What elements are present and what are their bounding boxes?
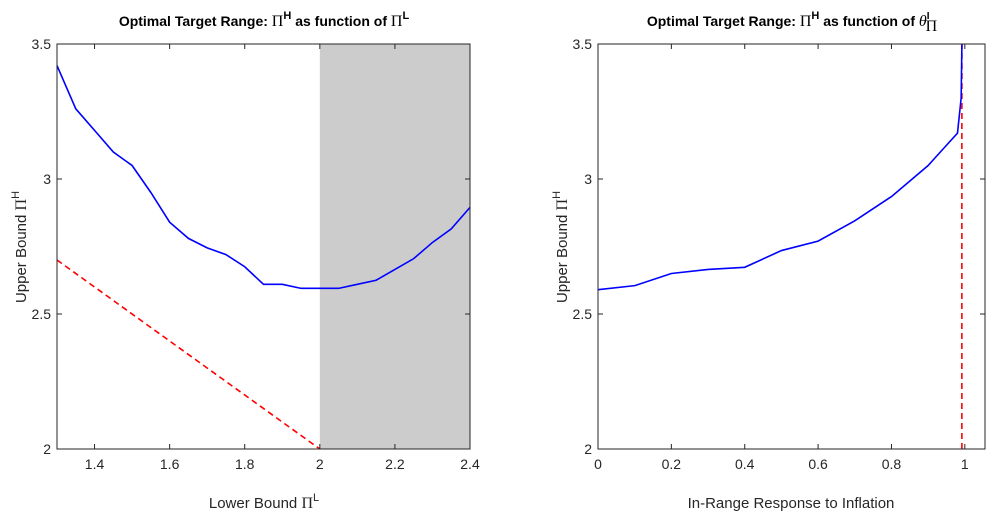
label-part: Upper Bound	[13, 210, 30, 303]
title-part: L	[402, 10, 409, 22]
x-tick-label: 2	[316, 456, 324, 472]
title-part: Π	[272, 13, 284, 30]
title-part: Optimal Target Range:	[647, 13, 800, 29]
title-part: as function of	[819, 13, 919, 29]
y-tick-label: 2	[584, 441, 592, 457]
label-part: H	[551, 191, 563, 199]
label-part: Lower Bound	[209, 495, 302, 512]
title-part: as function of	[291, 13, 391, 29]
x-tick-label: 2.4	[460, 456, 480, 472]
x-tick-label: 1.4	[85, 456, 105, 472]
data-line	[597, 43, 963, 291]
x-axis-label: Lower Bound ΠL	[209, 492, 319, 512]
y-tick-label: 3.5	[32, 36, 52, 52]
y-axis-label: Upper Bound ΠH	[551, 191, 571, 303]
chart-title: Optimal Target Range: ΠH as function of …	[119, 10, 410, 30]
label-part: H	[10, 191, 22, 199]
x-tick-label: 1.8	[235, 456, 255, 472]
x-tick-label: 0.2	[662, 456, 682, 472]
x-tick-label: 1.6	[160, 456, 180, 472]
y-tick-label: 2.5	[32, 306, 52, 322]
title-part: Optimal Target Range:	[119, 13, 272, 29]
y-tick-label: 3.5	[573, 36, 593, 52]
x-tick-label: 0.4	[735, 456, 755, 472]
x-tick-label: 0.6	[808, 456, 828, 472]
label-part: Upper Bound	[554, 210, 571, 303]
title-part: Π	[800, 13, 812, 30]
label-part: L	[313, 492, 319, 504]
y-tick-label: 2.5	[573, 306, 593, 322]
shaded-region	[319, 44, 470, 449]
y-axis-label: Upper Bound ΠH	[10, 191, 30, 303]
axes-box	[56, 43, 471, 450]
data-line	[56, 259, 321, 450]
title-part: θ	[919, 13, 927, 30]
chart-title: Optimal Target Range: ΠH as function of …	[647, 10, 938, 35]
axes-box	[597, 43, 986, 450]
title-part: Π	[926, 18, 938, 35]
x-tick-label: 0	[594, 456, 602, 472]
y-tick-label: 3	[43, 171, 51, 187]
y-tick-label: 2	[43, 441, 51, 457]
label-part: Π	[554, 198, 571, 210]
data-line	[56, 65, 471, 290]
y-tick-label: 3	[584, 171, 592, 187]
title-part: Π	[391, 13, 403, 30]
x-tick-label: 1	[961, 456, 969, 472]
x-tick-label: 0.8	[882, 456, 902, 472]
title-part: I	[927, 11, 930, 22]
plot-area	[598, 44, 985, 449]
x-tick-label: 2.2	[385, 456, 405, 472]
x-axis-label: In-Range Response to Inflation	[688, 495, 895, 512]
label-part: Π	[301, 495, 313, 512]
label-part: Π	[13, 198, 30, 210]
title-part: H	[811, 10, 819, 22]
title-part: H	[283, 10, 291, 22]
